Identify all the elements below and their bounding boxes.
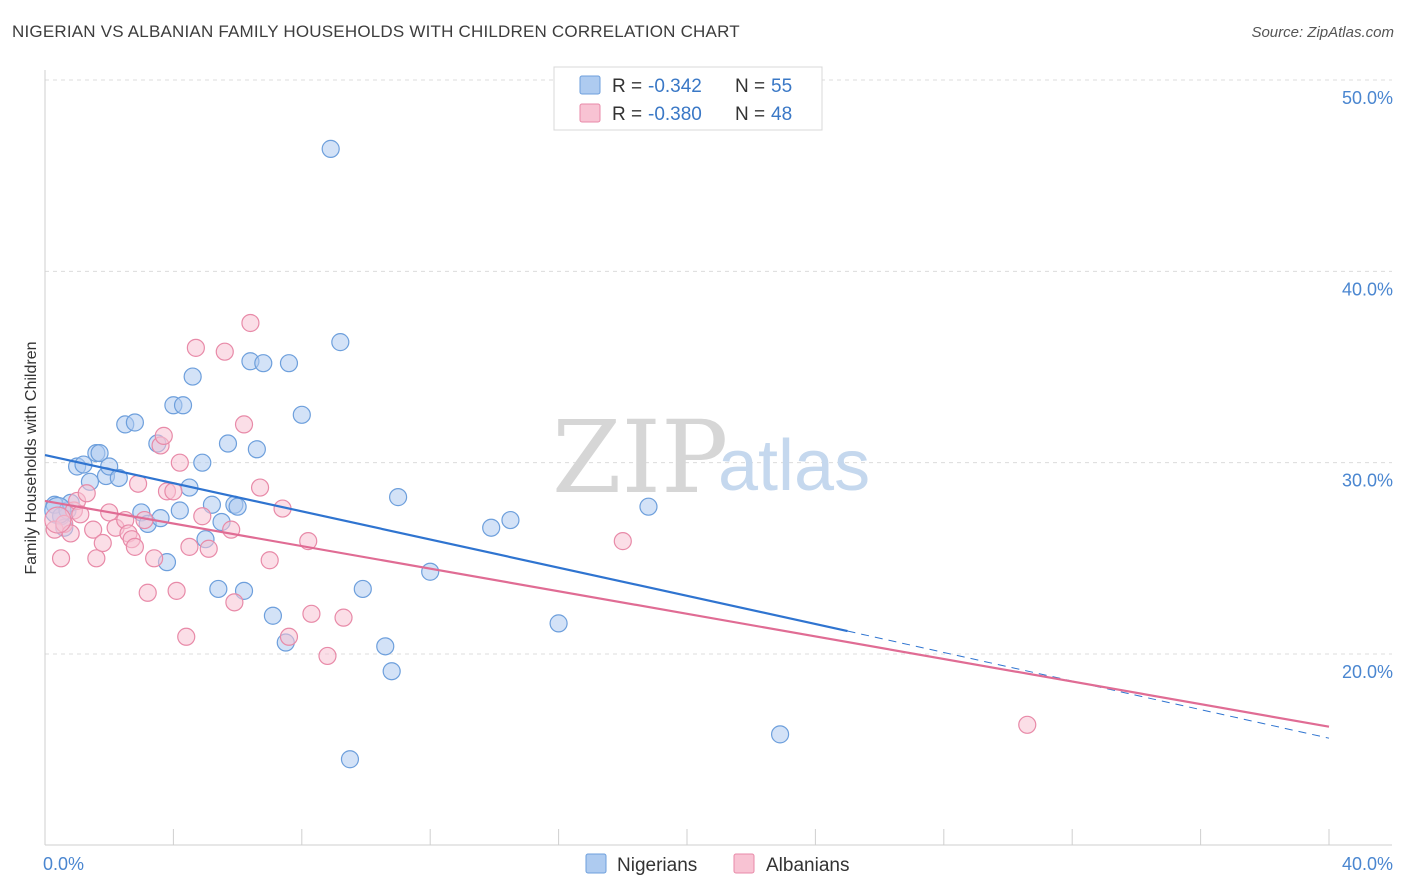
nigerians-point [173, 396, 193, 415]
albanians-point [71, 505, 90, 524]
nigerians-point [376, 637, 395, 656]
nigerians-point [254, 354, 273, 373]
albanians-point [215, 342, 234, 361]
albanians-point [84, 520, 103, 539]
nigerians-point [501, 510, 520, 530]
albanians-point [44, 506, 72, 534]
nigerians-trend-extension [847, 630, 1330, 739]
y-tick-label-30: 30.0% [1342, 471, 1393, 491]
albanians-point [302, 604, 321, 623]
nigerians-point [340, 750, 360, 769]
albanians-point [234, 415, 254, 434]
nigerians-point [331, 333, 350, 352]
nigerians-point [549, 614, 568, 633]
watermark-zip: ZIP [552, 399, 728, 516]
legend-swatch-nigerians [579, 75, 601, 95]
albanians-point [334, 608, 353, 627]
nigerians-points [44, 139, 790, 769]
albanians-point [318, 646, 337, 666]
y-tick-label-40: 40.0% [1342, 279, 1393, 299]
grid-lines [45, 79, 1392, 655]
albanians-points [44, 313, 1037, 734]
albanians-point [613, 532, 632, 551]
legend-r-value-1: -0.342 [648, 76, 702, 97]
nigerians-point [353, 579, 372, 599]
y-tick-labels: 20.0% 30.0% 40.0% 50.0% [1342, 88, 1393, 682]
albanians-point [170, 453, 189, 472]
albanians-trend-line [44, 499, 1330, 728]
nigerians-point [109, 468, 128, 488]
albanians-point [93, 533, 112, 553]
nigerians-point [770, 725, 790, 744]
legend-swatch-albanians [579, 103, 601, 123]
nigerians-point [90, 444, 109, 463]
legend-n-label-1: N = [735, 76, 765, 97]
nigerians-point [292, 405, 311, 424]
nigerians-point [125, 413, 144, 432]
albanians-point [77, 484, 96, 503]
albanians-point [138, 583, 157, 602]
x-tick-label-max: 40.0% [1342, 854, 1393, 874]
nigerians-point [279, 354, 299, 373]
albanians-point [186, 338, 205, 357]
y-tick-label-20: 20.0% [1342, 662, 1393, 682]
legend-r-label-1: R = [612, 76, 642, 97]
albanians-point [145, 549, 164, 568]
nigerians-point [170, 501, 189, 520]
stats-legend: R = -0.342 N = 55 R = -0.380 N = 48 [553, 66, 823, 131]
nigerians-point [639, 497, 658, 516]
nigerians-point [382, 662, 401, 681]
albanians-point [51, 549, 71, 568]
legend-n-label-2: N = [735, 104, 765, 125]
axes [44, 70, 1392, 846]
albanians-point [87, 549, 106, 568]
watermark-atlas: atlas [718, 426, 870, 506]
albanians-point [193, 507, 212, 526]
nigerians-point [193, 453, 212, 472]
y-tick-label-50: 50.0% [1342, 88, 1393, 108]
series-legend: Nigerians Albanians [585, 853, 849, 876]
albanians-point [167, 581, 186, 600]
bottom-legend-swatch-nigerians [585, 853, 607, 874]
y-axis-label: Family Households with Children [23, 342, 40, 575]
chart-title: NIGERIAN VS ALBANIAN FAMILY HOUSEHOLDS W… [12, 22, 740, 41]
legend-n-value-2: 48 [771, 104, 792, 125]
nigerians-trend-line [44, 453, 848, 633]
albanians-point [180, 537, 199, 556]
bottom-legend-swatch-albanians [733, 853, 755, 874]
legend-n-value-1: 55 [771, 76, 792, 97]
nigerians-point [482, 518, 501, 537]
nigerians-point [247, 440, 266, 459]
albanians-point [225, 593, 244, 612]
albanians-point [177, 627, 196, 646]
legend-r-label-2: R = [612, 104, 642, 125]
x-tick-label-min: 0.0% [43, 854, 84, 874]
albanians-point [279, 627, 299, 646]
nigerians-point [321, 139, 340, 158]
source-label: Source: ZipAtlas.com [1251, 24, 1394, 41]
albanians-point [260, 551, 279, 570]
bottom-legend-nigerians: Nigerians [617, 855, 697, 876]
albanians-point [241, 313, 260, 333]
trend-lines [44, 453, 1330, 739]
legend-r-value-2: -0.380 [648, 104, 702, 125]
albanians-point [125, 537, 144, 556]
albanians-point [250, 478, 270, 497]
nigerians-point [389, 488, 408, 507]
bottom-legend-albanians: Albanians [766, 855, 849, 876]
nigerians-point [209, 579, 228, 599]
albanians-point [1018, 715, 1037, 734]
albanians-point [199, 539, 218, 558]
nigerians-point [218, 434, 238, 453]
nigerians-point [228, 497, 247, 516]
nigerians-point [421, 562, 440, 581]
nigerians-point [183, 367, 202, 386]
nigerians-point [263, 606, 283, 625]
nigerians-point [151, 509, 170, 528]
albanians-point [154, 426, 173, 445]
